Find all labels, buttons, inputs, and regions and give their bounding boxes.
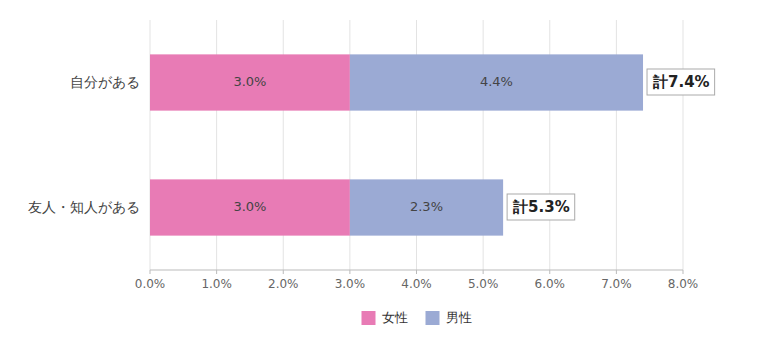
legend-swatch — [426, 311, 440, 325]
chart: 0.0% 1.0% 2.0% 3.0% 4.0% 5.0% 6.0% 7.0% 8.0% 自分があ… — [0, 0, 783, 350]
tick-mark — [616, 270, 617, 274]
tick-mark — [349, 270, 350, 274]
annotation-box — [507, 194, 575, 220]
grid-line — [683, 20, 684, 270]
legend: 女性 男性 — [362, 310, 472, 326]
legend-label: 女性 — [382, 310, 408, 325]
category-label: 自分がある — [70, 74, 140, 90]
tick-mark — [416, 270, 417, 274]
x-axis: 0.0% 1.0% 2.0% 3.0% 4.0% 5.0% 6.0% 7.0% 8.0% — [135, 270, 699, 291]
total-annotation: 計5.3% — [507, 194, 575, 220]
bar — [350, 179, 503, 235]
tick-label: 1.0% — [201, 277, 232, 291]
category-label: 友人・知人がある — [28, 199, 140, 215]
annotation-box — [647, 69, 715, 95]
y-axis: 自分がある友人・知人がある — [28, 74, 140, 215]
tick-label: 8.0% — [668, 277, 699, 291]
tick-label: 5.0% — [468, 277, 499, 291]
tick-mark — [216, 270, 217, 274]
tick-label: 2.0% — [268, 277, 299, 291]
tick-label: 4.0% — [401, 277, 432, 291]
tick-mark — [549, 270, 550, 274]
tick-label: 6.0% — [535, 277, 566, 291]
data-label: 2.3% — [410, 199, 443, 214]
tick-label: 7.0% — [601, 277, 632, 291]
tick-mark — [483, 270, 484, 274]
tick-mark — [150, 270, 151, 274]
grid — [150, 20, 683, 270]
legend-item: 男性 — [426, 310, 472, 326]
annotations: 計7.4% 計5.3% — [507, 69, 715, 220]
legend-item: 女性 — [362, 310, 408, 326]
annotation: 計5.3% — [512, 198, 570, 216]
tick-mark — [283, 270, 284, 274]
tick-mark — [683, 270, 684, 274]
data-label: 3.0% — [233, 74, 266, 89]
bars — [150, 54, 643, 235]
bar — [150, 179, 350, 235]
data-labels: 3.0% 4.4% 3.0% 2.3% — [233, 74, 513, 214]
tick-label: 3.0% — [335, 277, 366, 291]
data-label: 4.4% — [480, 74, 513, 89]
bar — [350, 54, 643, 110]
bar — [150, 54, 350, 110]
legend-swatch — [362, 311, 376, 325]
axis-line — [150, 270, 683, 271]
annotation: 計7.4% — [652, 73, 710, 91]
legend-label: 男性 — [446, 310, 472, 325]
tick-label: 0.0% — [135, 277, 166, 291]
data-label: 3.0% — [233, 199, 266, 214]
total-annotation: 計7.4% — [647, 69, 715, 95]
